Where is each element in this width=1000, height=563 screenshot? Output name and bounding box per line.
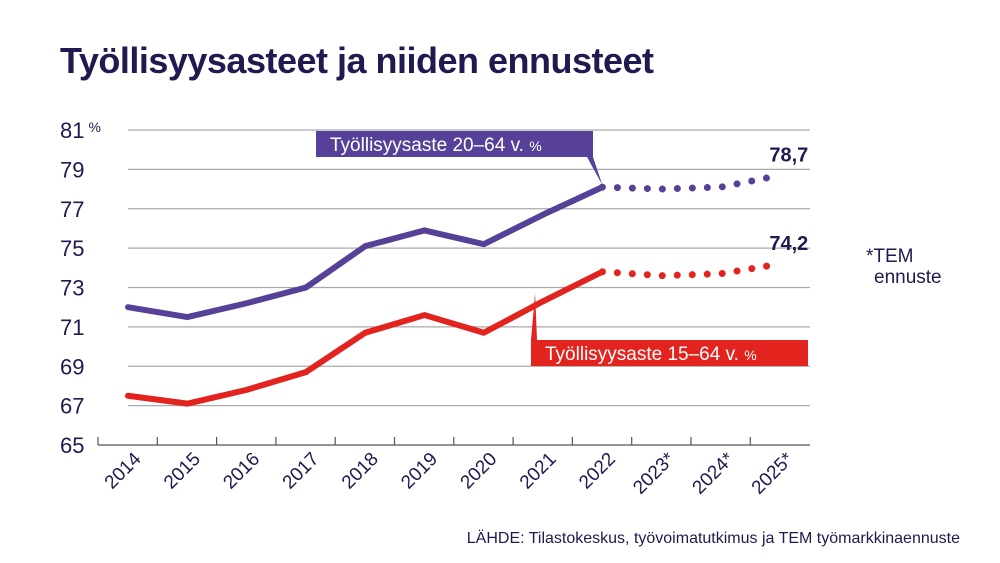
y-tick-label: 75 [60,236,84,261]
y-tick-label: 79 [60,157,84,182]
end-value-label: 78,7 [769,144,808,166]
x-tick-label: 2021 [516,449,561,494]
y-tick-label: 71 [60,315,84,340]
x-tick-label: 2022 [575,449,620,494]
y-tick-label: 69 [60,354,84,379]
note-line-2: ennuste [874,267,942,288]
forecast-dotted-line [598,171,784,193]
x-tick-label: 2016 [219,449,264,494]
x-tick-label: 2017 [279,449,324,494]
x-tick-label: 2014 [101,448,146,493]
series-label-box [531,340,808,366]
x-tick-label: 2020 [457,449,502,494]
x-tick-label: 2015 [160,449,205,494]
series-line [125,184,606,321]
series-line [125,268,606,407]
forecast-note: *TEM ennuste [866,246,942,288]
x-tick-label: 2019 [397,449,442,494]
x-tick-label: 2025* [748,448,798,498]
y-tick-label: 73 [60,276,84,301]
series-label: Työllisyysaste 20–64 v. % [330,135,542,156]
x-tick-label: 2018 [338,449,383,494]
forecast-dotted-line [598,260,784,280]
series-label: Työllisyysaste 15–64 v. % [545,344,757,365]
y-tick-label: 67 [60,394,84,419]
series-label-pointer [531,293,537,340]
series-label-pointer [587,157,603,186]
source-note: LÄHDE: Tilastokeskus, työvoimatutkimus j… [466,530,960,547]
y-tick-label: 77 [60,197,84,222]
note-line-1: *TEM [866,246,914,267]
y-tick-label: 81% [60,118,101,143]
x-tick-label: 2024* [689,448,739,498]
chart-title: Työllisyysasteet ja niiden ennusteet [60,40,654,81]
series-label-box [316,131,593,157]
y-tick-label: 65 [60,433,84,458]
end-value-label: 74,2 [769,233,808,255]
x-tick-label: 2023* [629,448,679,498]
